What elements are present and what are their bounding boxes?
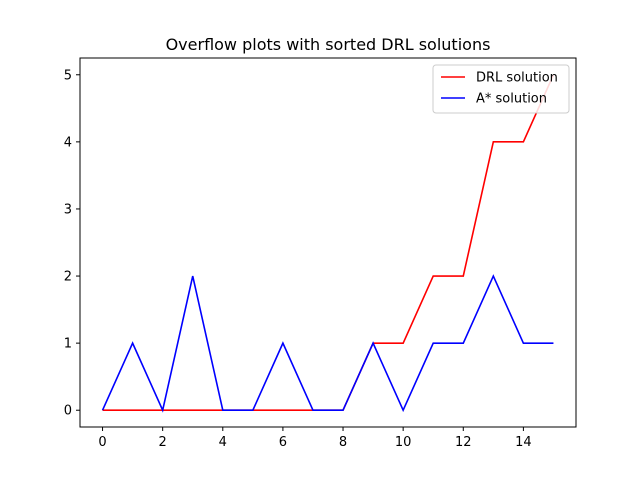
y-axis-ticks: 0 1 2 3 4 5 (64, 68, 80, 419)
chart-title: Overflow plots with sorted DRL solutions (166, 35, 491, 54)
series-lines (101, 74, 555, 413)
y-tick-label: 1 (64, 337, 72, 352)
x-tick-label: 4 (219, 435, 227, 450)
x-tick-label: 14 (515, 435, 532, 450)
y-tick-label: 5 (64, 68, 72, 83)
x-tick-label: 12 (455, 435, 472, 450)
x-tick-label: 10 (395, 435, 412, 450)
x-tick-label: 6 (279, 435, 287, 450)
legend: DRL solution A* solution (432, 64, 570, 114)
y-tick-label: 4 (64, 135, 72, 150)
y-tick-label: 3 (64, 202, 72, 217)
axes-frame (79, 57, 577, 428)
legend-entry: A* solution (476, 92, 547, 107)
legend-entry: DRL solution (476, 71, 558, 86)
x-axis-ticks: 0 2 4 6 8 10 12 14 (98, 427, 532, 450)
x-tick-label: 2 (159, 435, 167, 450)
x-tick-label: 8 (339, 435, 347, 450)
legend-box (432, 64, 570, 114)
series-line-1 (101, 274, 554, 413)
y-tick-label: 2 (64, 270, 72, 285)
y-tick-label: 0 (64, 404, 72, 419)
x-tick-label: 0 (98, 435, 106, 450)
series-line-0 (102, 74, 555, 412)
